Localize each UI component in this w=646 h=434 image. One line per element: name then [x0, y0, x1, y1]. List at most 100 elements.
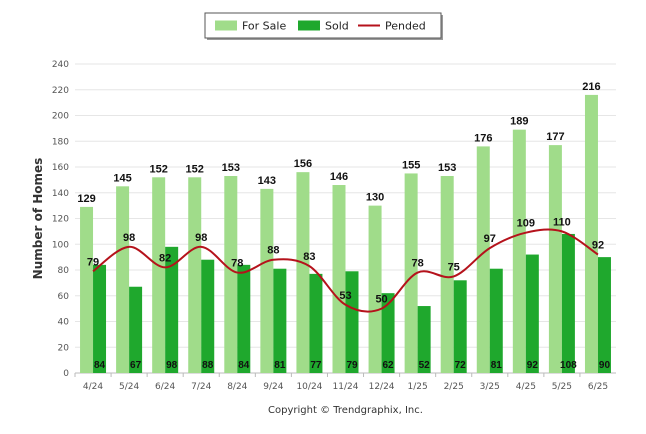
y-tick-label: 240 — [52, 60, 69, 70]
label-for-sale: 143 — [258, 175, 276, 187]
bars — [80, 94, 611, 374]
label-pended: 53 — [339, 290, 351, 302]
label-sold: 98 — [166, 360, 178, 371]
label-pended: 83 — [303, 251, 315, 263]
y-tick-label: 0 — [63, 369, 69, 379]
label-pended: 109 — [517, 218, 535, 230]
label-sold: 72 — [455, 360, 467, 371]
bar-sold — [561, 233, 575, 373]
x-tick-label: 1/25 — [408, 382, 428, 392]
label-pended: 97 — [484, 233, 496, 245]
label-pended: 75 — [448, 261, 460, 273]
x-tick-label: 2/25 — [444, 382, 464, 392]
y-tick-label: 140 — [52, 189, 69, 199]
bar-for-sale — [260, 188, 274, 373]
x-tick-label: 8/24 — [227, 382, 247, 392]
label-for-sale: 152 — [149, 163, 167, 175]
bar-sold — [489, 268, 503, 373]
bar-sold — [309, 273, 323, 373]
y-tick-label: 220 — [52, 86, 69, 96]
pended-line-path — [92, 228, 599, 313]
label-pended: 78 — [231, 258, 243, 270]
y-tick-label: 200 — [52, 112, 69, 122]
y-tick-label: 120 — [52, 215, 69, 225]
bar-sold — [453, 280, 467, 373]
bar-for-sale — [332, 185, 346, 373]
label-sold: 81 — [274, 360, 286, 371]
x-tick-label: 5/24 — [119, 382, 139, 392]
y-tick-label: 40 — [58, 318, 70, 328]
bar-for-sale — [368, 205, 382, 373]
bar-for-sale — [512, 129, 526, 373]
label-pended: 82 — [159, 252, 171, 264]
pended-line — [92, 228, 599, 313]
label-for-sale: 145 — [113, 172, 131, 184]
label-pended: 50 — [375, 294, 387, 306]
label-pended: 79 — [87, 256, 99, 268]
data-labels: 129 84 145 67 152 98 152 88 153 84 143 81 156 77 146 79… — [77, 81, 610, 371]
y-tick-label: 100 — [52, 240, 69, 250]
label-for-sale: 189 — [510, 116, 528, 128]
label-sold: 81 — [491, 360, 503, 371]
bar-sold — [525, 254, 539, 373]
legend-box — [204, 12, 442, 39]
y-axis-label: Number of Homes — [31, 158, 45, 280]
label-sold: 67 — [130, 360, 142, 371]
x-tick-label: 6/24 — [155, 382, 175, 392]
label-for-sale: 155 — [402, 159, 420, 171]
y-tick-label: 20 — [58, 343, 70, 353]
label-sold: 52 — [419, 360, 431, 371]
y-axis-ticks: 0 20 40 60 80 100 120 140 160 180 200 220 240 — [52, 60, 69, 379]
label-pended: 110 — [553, 216, 571, 228]
x-tick-label: 7/24 — [191, 382, 211, 392]
label-sold: 62 — [383, 360, 395, 371]
label-for-sale: 130 — [366, 192, 384, 204]
bar-for-sale — [224, 176, 238, 373]
legend-label: For Sale — [242, 20, 286, 33]
label-pended: 92 — [592, 240, 604, 252]
bar-sold — [345, 271, 359, 373]
x-tick-label: 5/25 — [552, 382, 572, 392]
x-tick-label: 6/25 — [588, 382, 608, 392]
bar-sold — [237, 264, 251, 373]
label-pended: 98 — [195, 232, 207, 244]
label-sold: 92 — [527, 360, 539, 371]
label-for-sale: 153 — [222, 162, 240, 174]
x-tick-label: 12/24 — [369, 382, 395, 392]
legend-swatch — [298, 20, 320, 31]
label-pended: 98 — [123, 232, 135, 244]
label-for-sale: 129 — [77, 193, 95, 205]
bar-for-sale — [80, 206, 94, 373]
bar-for-sale — [152, 177, 166, 373]
bar-sold — [165, 246, 179, 373]
copyright-text: Copyright © Trendgraphix, Inc. — [268, 405, 423, 416]
x-tick-label: 10/24 — [296, 382, 322, 392]
label-pended: 88 — [267, 245, 279, 257]
label-for-sale: 177 — [546, 131, 564, 143]
legend: For Sale Sold Pended — [204, 12, 443, 40]
legend-label: Pended — [385, 20, 426, 33]
bar-for-sale — [116, 186, 130, 373]
label-for-sale: 176 — [474, 132, 492, 144]
label-sold: 84 — [94, 360, 106, 371]
bar-sold — [381, 293, 395, 373]
bar-for-sale — [404, 173, 418, 373]
label-sold: 79 — [346, 360, 358, 371]
bar-for-sale — [476, 146, 490, 373]
x-tick-label: 3/25 — [480, 382, 500, 392]
label-for-sale: 216 — [582, 81, 600, 93]
bar-for-sale — [440, 176, 454, 373]
label-for-sale: 153 — [438, 162, 456, 174]
y-tick-label: 60 — [58, 292, 70, 302]
y-tick-label: 160 — [52, 163, 69, 173]
label-sold: 84 — [238, 360, 250, 371]
label-sold: 77 — [310, 360, 322, 371]
x-tick-label: 9/24 — [263, 382, 283, 392]
label-sold: 88 — [202, 360, 214, 371]
x-tick-label: 4/24 — [83, 382, 103, 392]
y-tick-label: 180 — [52, 137, 69, 147]
x-tick-label: 11/24 — [333, 382, 359, 392]
bar-for-sale — [296, 172, 310, 373]
y-tick-label: 80 — [58, 266, 70, 276]
